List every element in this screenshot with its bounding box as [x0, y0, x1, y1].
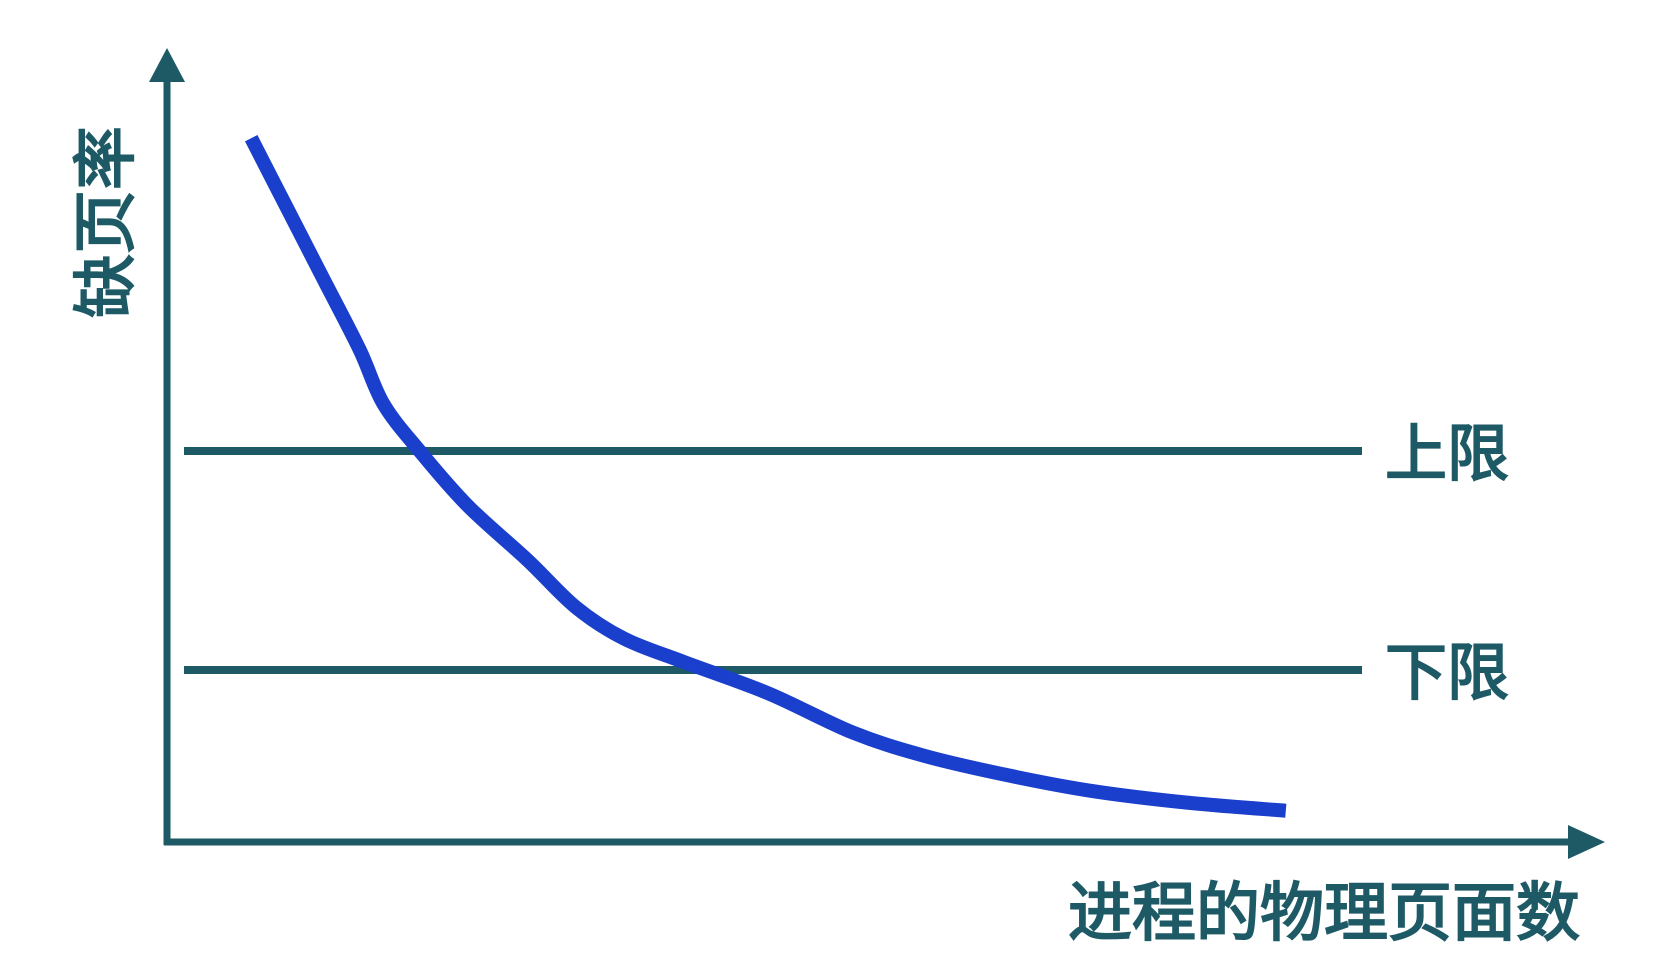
y-axis-label: 缺页率: [70, 126, 144, 318]
reference-line-label-1: 下限: [1385, 636, 1509, 709]
x-axis-label: 进程的物理页面数: [1068, 877, 1580, 951]
series-line-0: [244, 135, 1287, 818]
y-axis-arrowhead: [149, 48, 185, 82]
series-group: [244, 135, 1287, 818]
axes-group: [149, 48, 1605, 859]
x-axis-arrowhead: [1568, 825, 1605, 859]
reference-line-label-0: 上限: [1385, 417, 1509, 490]
